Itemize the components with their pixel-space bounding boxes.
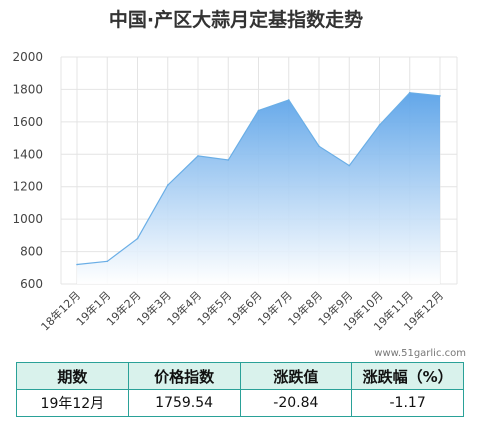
- y-tick-label: 1400: [12, 147, 43, 161]
- y-tick-label: 1800: [12, 82, 43, 96]
- data-point-8: [318, 145, 320, 147]
- x-axis-ticks: 18年12月19年1月19年2月19年3月19年4月19年5月19年6月19年7…: [38, 288, 446, 333]
- y-tick-label: 1000: [12, 212, 43, 226]
- data-point-12: [439, 95, 441, 97]
- table-row: 19年12月 1759.54 -20.84 -1.17: [16, 389, 464, 417]
- watermark-text: www.51garlic.com: [374, 348, 466, 359]
- area-fill: [77, 92, 440, 284]
- y-tick-label: 600: [20, 277, 43, 291]
- data-point-2: [136, 237, 139, 240]
- y-axis-ticks: 600 800 1000 1200 1400 1600 1800 2000: [12, 50, 43, 291]
- data-points: [76, 91, 441, 266]
- data-point-4: [197, 155, 199, 157]
- table-header-row: 期数 价格指数 涨跌值 涨跌幅（%）: [16, 362, 464, 390]
- data-point-6: [257, 109, 260, 112]
- x-tick-label: 18年12月: [38, 288, 83, 333]
- cell-change-value: -20.84: [239, 389, 353, 417]
- data-point-11: [408, 91, 411, 94]
- cell-period: 19年12月: [16, 389, 129, 417]
- y-tick-label: 2000: [12, 50, 43, 64]
- data-point-1: [106, 260, 109, 263]
- data-point-3: [166, 184, 169, 186]
- data-point-7: [287, 99, 290, 101]
- header-change-value: 涨跌值: [239, 362, 353, 390]
- header-period: 期数: [16, 362, 129, 390]
- data-point-9: [348, 164, 351, 167]
- data-point-10: [378, 124, 381, 126]
- area-chart: 中国·产区大蒜月定基指数走势 600 800 1000 1200 1400 1600 180…: [12, 8, 466, 359]
- index-summary-table: 期数 价格指数 涨跌值 涨跌幅（%） 19年12月 1759.54 -20.84…: [16, 362, 464, 417]
- y-tick-label: 800: [20, 245, 43, 259]
- cell-price-index: 1759.54: [127, 389, 241, 417]
- y-tick-label: 1200: [12, 180, 43, 194]
- data-point-0: [76, 263, 78, 266]
- cell-change-percent: -1.17: [351, 389, 464, 417]
- data-point-5: [227, 159, 230, 161]
- header-change-percent: 涨跌幅（%）: [351, 362, 464, 390]
- header-price-index: 价格指数: [127, 362, 241, 390]
- chart-title: 中国·产区大蒜月定基指数走势: [109, 8, 363, 31]
- y-tick-label: 1600: [12, 115, 43, 129]
